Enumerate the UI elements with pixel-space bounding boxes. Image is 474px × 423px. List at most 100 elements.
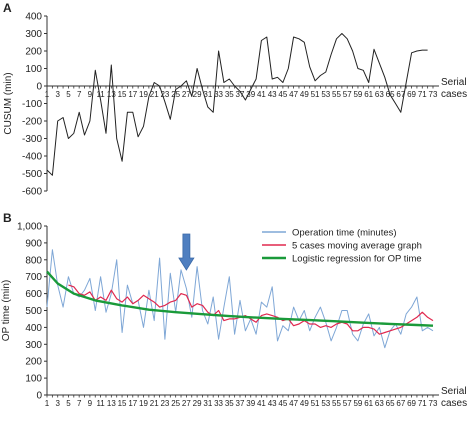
y-tick-label: 900 xyxy=(25,238,42,249)
y-tick-label: 300 xyxy=(25,340,42,351)
y-tick-label: 800 xyxy=(25,255,42,266)
x-tick-label: 47 xyxy=(289,399,298,408)
x-tick-label: 25 xyxy=(171,90,180,99)
x-tick-label: 29 xyxy=(193,399,202,408)
x-tick-label: 29 xyxy=(193,90,202,99)
x-tick-label: 39 xyxy=(246,399,255,408)
x-tick-label: 37 xyxy=(236,399,245,408)
x-tick-label: 61 xyxy=(364,90,373,99)
x-tick-label: 47 xyxy=(289,90,298,99)
x-tick-label: 19 xyxy=(139,90,148,99)
series-line xyxy=(46,33,428,176)
panel-label: B xyxy=(3,211,12,225)
y-tick-label: -200 xyxy=(22,117,42,128)
x-tick-label: 61 xyxy=(364,399,373,408)
x-tick-label: 57 xyxy=(343,90,352,99)
series-line xyxy=(68,284,434,335)
x-tick-label: 25 xyxy=(171,399,180,408)
x-tick-label: 13 xyxy=(107,90,116,99)
x-tick-label: 53 xyxy=(321,90,330,99)
x-tick-label: 33 xyxy=(214,90,223,99)
y-tick-label: -300 xyxy=(22,134,42,145)
x-tick-label: 5 xyxy=(66,399,71,408)
x-tick-label: 35 xyxy=(225,399,234,408)
x-tick-label: 43 xyxy=(268,399,277,408)
x-axis-label-word: cases xyxy=(441,89,467,100)
x-tick-label: 59 xyxy=(353,90,362,99)
x-tick-label: 67 xyxy=(396,399,405,408)
x-tick-label: 41 xyxy=(257,399,266,408)
series-line xyxy=(46,249,434,349)
x-tick-label: 17 xyxy=(128,90,137,99)
y-tick-label: 100 xyxy=(25,374,42,385)
y-tick-label: 200 xyxy=(25,47,42,58)
x-tick-label: 11 xyxy=(96,90,105,99)
x-tick-label: 69 xyxy=(407,90,416,99)
x-tick-label: 67 xyxy=(396,90,405,99)
x-tick-label: 71 xyxy=(418,399,427,408)
x-axis-label: Serial cases xyxy=(441,386,467,409)
y-axis-label: OP time (min) xyxy=(1,280,12,342)
x-tick-label: 51 xyxy=(311,399,320,408)
x-tick-label: 59 xyxy=(353,399,362,408)
x-tick-label: 51 xyxy=(311,90,320,99)
y-tick-label: 1,000 xyxy=(17,222,42,233)
x-tick-label: 49 xyxy=(300,399,309,408)
x-tick-label: 57 xyxy=(343,399,352,408)
x-tick-label: 31 xyxy=(203,399,212,408)
y-axis-label: CUSUM (min) xyxy=(3,72,14,134)
x-tick-label: 3 xyxy=(55,90,60,99)
x-tick-label: 23 xyxy=(160,90,169,99)
x-tick-label: 37 xyxy=(236,90,245,99)
x-tick-label: 13 xyxy=(107,399,116,408)
x-tick-label: 27 xyxy=(182,399,191,408)
x-axis-label-word: Serial xyxy=(441,77,467,88)
x-tick-label: 53 xyxy=(321,399,330,408)
x-axis-label-word: cases xyxy=(441,398,467,409)
x-tick-label: 73 xyxy=(429,90,438,99)
x-tick-label: 43 xyxy=(268,90,277,99)
legend-entry: Operation time (minutes) xyxy=(292,228,397,239)
x-tick-label: 9 xyxy=(88,90,93,99)
x-tick-label: 45 xyxy=(278,90,287,99)
x-tick-label: 7 xyxy=(77,90,82,99)
y-tick-label: 300 xyxy=(25,29,42,40)
x-tick-label: 7 xyxy=(77,399,82,408)
y-tick-label: -100 xyxy=(22,99,42,110)
x-axis-label-word: Serial xyxy=(441,386,467,397)
x-tick-label: 41 xyxy=(257,90,266,99)
x-tick-label: 71 xyxy=(418,90,427,99)
x-tick-label: 17 xyxy=(128,399,137,408)
x-tick-label: 39 xyxy=(246,90,255,99)
x-tick-label: 15 xyxy=(118,399,127,408)
x-tick-label: 55 xyxy=(332,90,341,99)
x-tick-label: 63 xyxy=(375,90,384,99)
y-tick-label: 100 xyxy=(25,64,42,75)
y-tick-label: 600 xyxy=(25,289,42,300)
x-tick-label: 21 xyxy=(150,399,159,408)
x-tick-label: 23 xyxy=(160,399,169,408)
x-tick-label: 15 xyxy=(118,90,127,99)
x-tick-label: 31 xyxy=(203,90,212,99)
y-tick-label: -600 xyxy=(22,187,42,198)
x-tick-label: 27 xyxy=(182,90,191,99)
series-line xyxy=(46,270,434,327)
x-tick-label: 21 xyxy=(150,90,159,99)
legend-entry: 5 cases moving average graph xyxy=(292,241,422,252)
x-tick-label: 19 xyxy=(139,399,148,408)
x-tick-label: 35 xyxy=(225,90,234,99)
x-tick-label: 45 xyxy=(278,399,287,408)
x-tick-label: 63 xyxy=(375,399,384,408)
x-tick-label: 1 xyxy=(45,399,50,408)
x-tick-label: 9 xyxy=(88,399,93,408)
panel-label: A xyxy=(3,1,12,15)
y-tick-label: -400 xyxy=(22,152,42,163)
x-axis-label: Serial cases xyxy=(441,77,467,100)
y-tick-label: 700 xyxy=(25,272,42,283)
y-tick-label: -500 xyxy=(22,169,42,180)
y-tick-label: 0 xyxy=(36,82,42,93)
y-tick-label: 500 xyxy=(25,306,42,317)
y-tick-label: 400 xyxy=(25,323,42,334)
